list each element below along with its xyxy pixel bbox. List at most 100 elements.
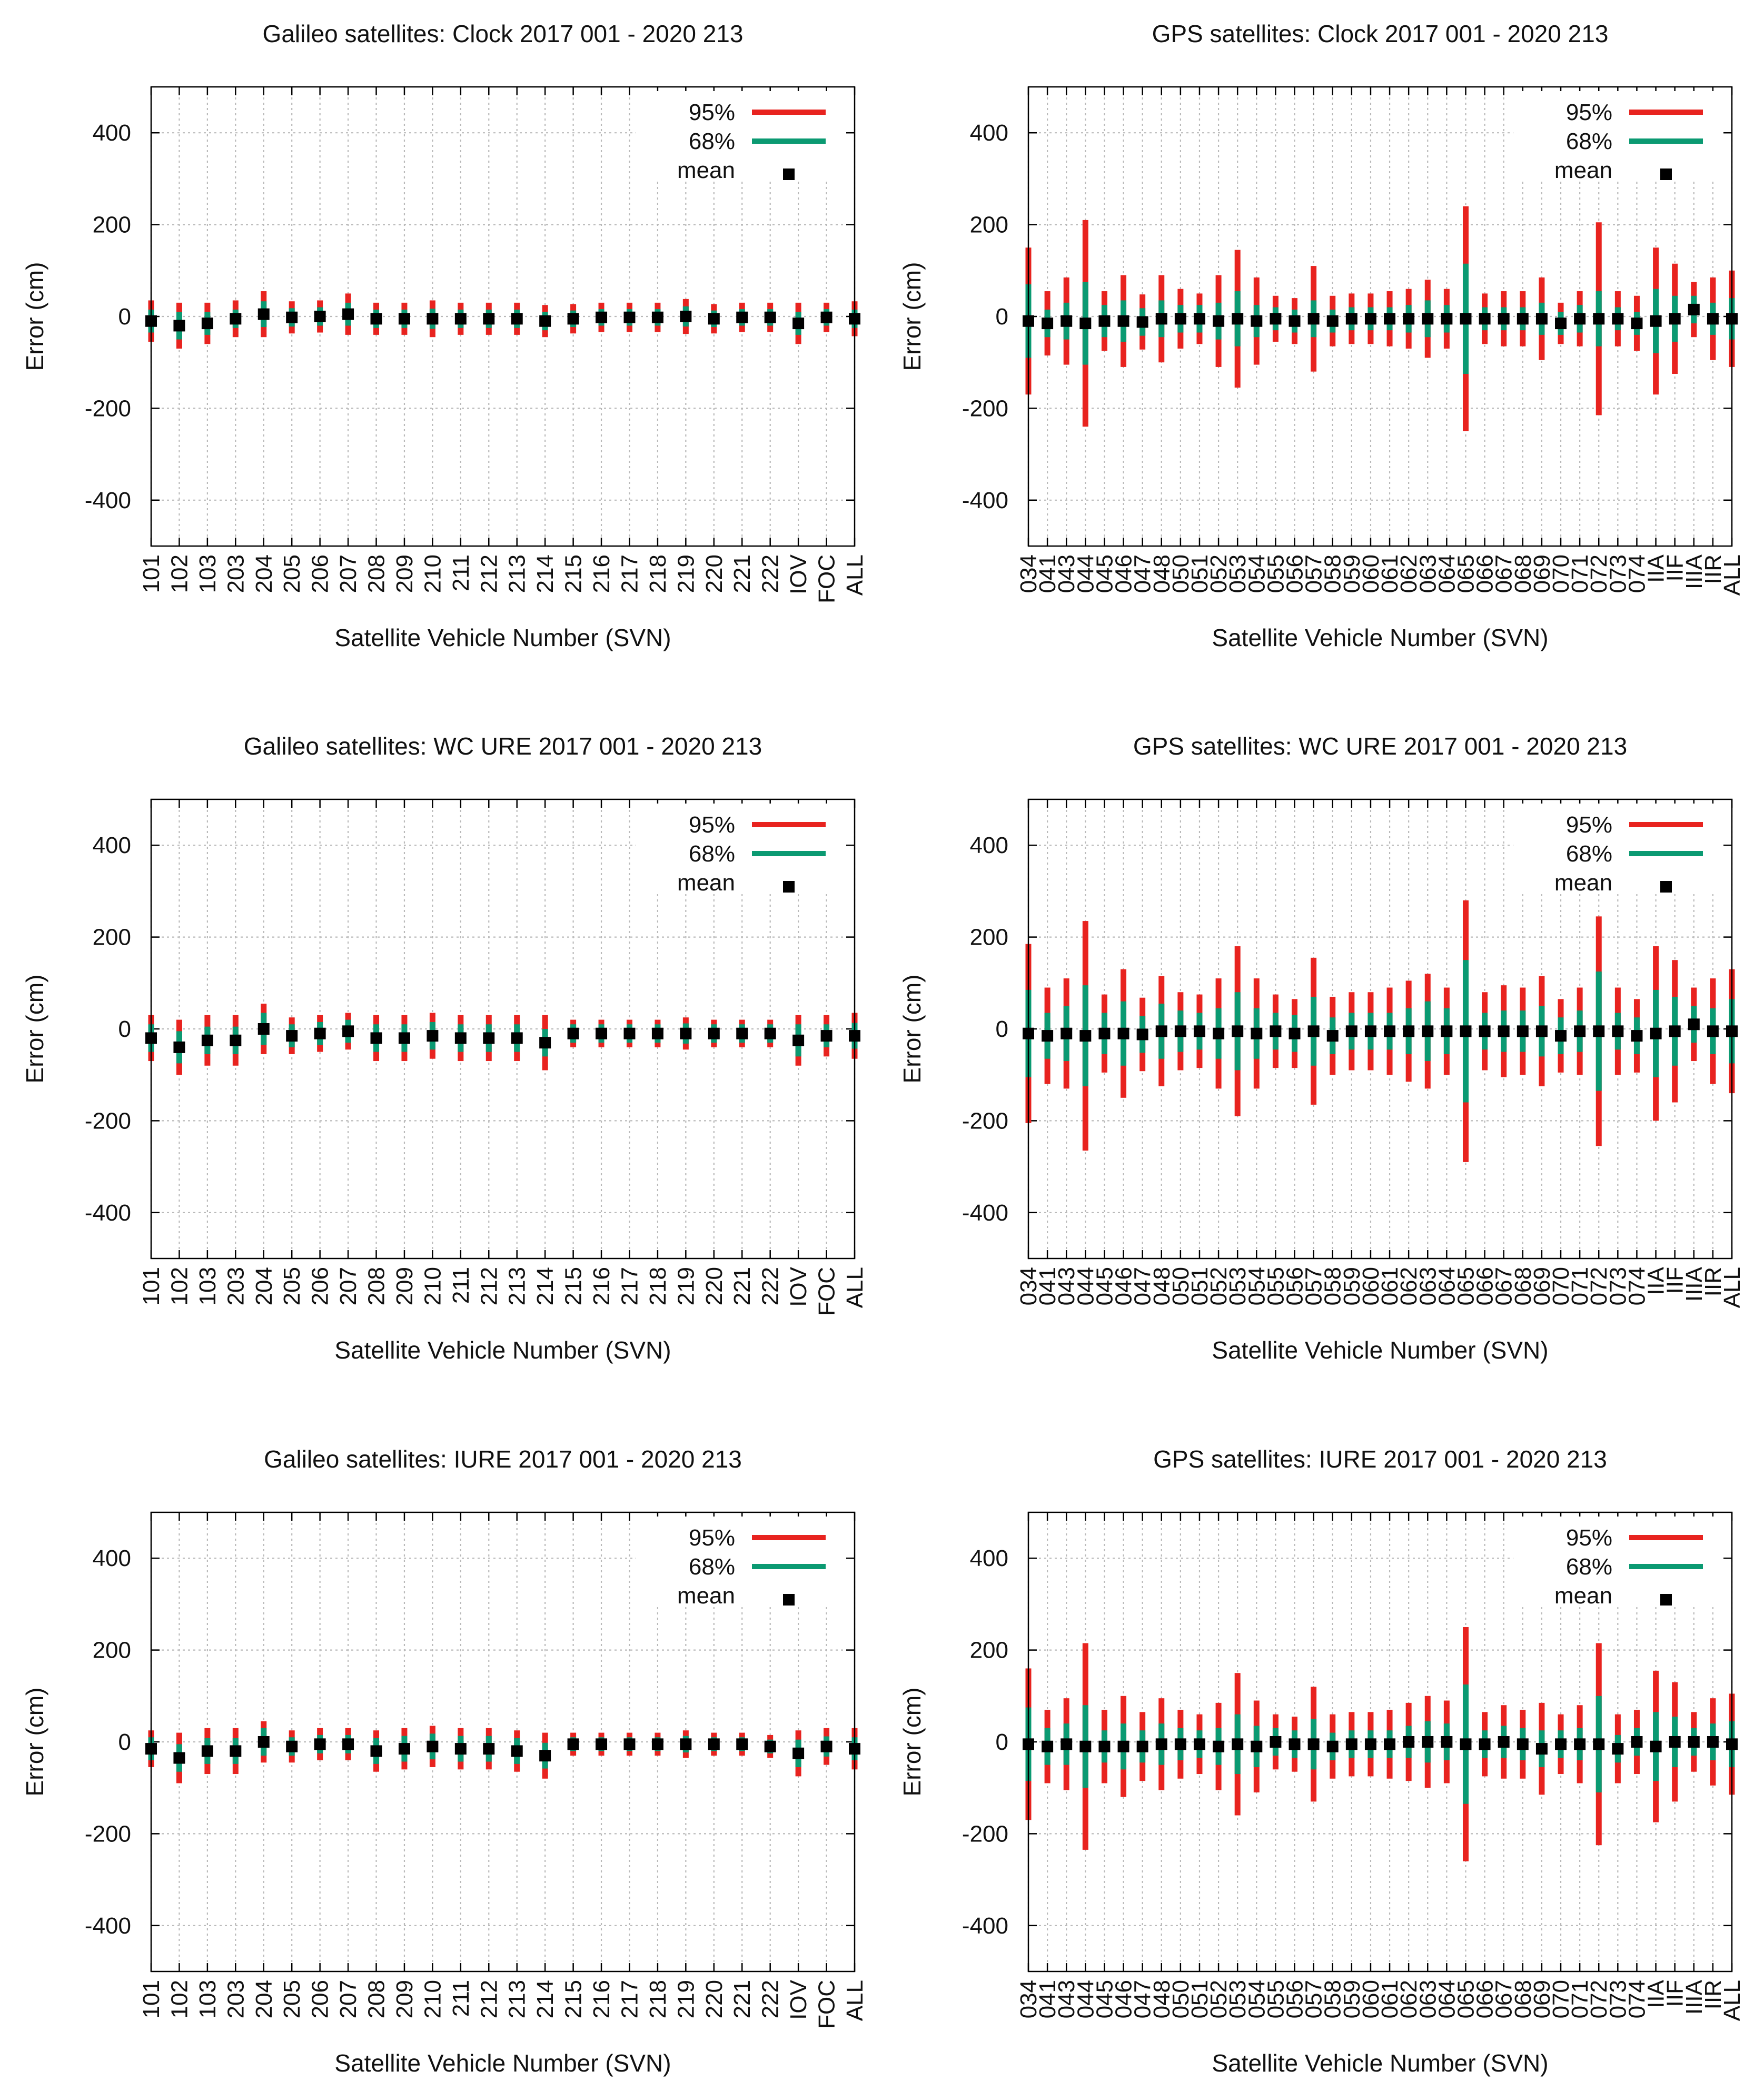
mean-marker-073 [1612, 313, 1624, 325]
mean-marker-069 [1535, 313, 1548, 325]
x-tick-label: 061 [1377, 1980, 1403, 2018]
legend-label-95pct: 95% [689, 100, 735, 125]
legend-label-68pct: 68% [689, 1554, 735, 1580]
x-tick-label: 034 [1016, 1267, 1042, 1305]
y-tick-label: -200 [962, 395, 1008, 421]
legend-label-95pct: 95% [1566, 1525, 1612, 1551]
y-tick-label: -200 [85, 1108, 131, 1134]
x-tick-label: 044 [1073, 554, 1098, 593]
x-tick-label: 219 [673, 554, 699, 593]
mean-marker-059 [1345, 313, 1357, 325]
x-tick-label: 073 [1605, 554, 1631, 593]
x-tick-label: 214 [532, 554, 558, 593]
x-tick-label: 218 [645, 554, 671, 593]
x-tick-label: 034 [1016, 554, 1042, 593]
mean-marker-054 [1251, 1027, 1263, 1039]
x-tick-label: IIF [1662, 1267, 1688, 1294]
y-tick-label: 200 [970, 925, 1008, 950]
chart-title: Galileo satellites: IURE 2017 001 - 2020… [264, 1445, 742, 1473]
mean-marker-222 [764, 1027, 776, 1039]
legend-background [636, 1517, 844, 1606]
mean-marker-IIIA [1688, 1018, 1700, 1030]
mean-marker-203 [230, 1034, 242, 1046]
x-tick-label: IIA [1643, 1979, 1669, 2008]
mean-marker-IIR [1707, 1736, 1719, 1748]
mean-marker-064 [1441, 1025, 1453, 1037]
mean-marker-215 [567, 313, 579, 325]
mean-marker-070 [1555, 1738, 1567, 1750]
mean-marker-216 [596, 1027, 608, 1039]
x-axis-label: Satellite Vehicle Number (SVN) [334, 2049, 671, 2077]
mean-marker-208 [370, 1745, 382, 1757]
x-tick-label: 052 [1206, 554, 1232, 593]
x-tick-label: IIF [1662, 1980, 1688, 2007]
legend-swatch-mean [783, 1594, 795, 1606]
mean-marker-045 [1098, 315, 1111, 327]
mean-marker-216 [596, 1738, 608, 1750]
mean-marker-057 [1307, 313, 1320, 325]
mean-marker-057 [1307, 1025, 1320, 1037]
mean-marker-047 [1136, 316, 1148, 328]
chart-title: Galileo satellites: Clock 2017 001 - 202… [263, 20, 744, 47]
plot-frame [150, 798, 856, 1260]
x-tick-label: 217 [617, 1267, 642, 1305]
chart-title: Galileo satellites: WC URE 2017 001 - 20… [244, 732, 762, 760]
legend: 95% 68% mean [1513, 804, 1721, 896]
mean-marker-063 [1422, 313, 1434, 325]
mean-marker-062 [1403, 313, 1415, 325]
x-tick-label: 055 [1263, 554, 1289, 593]
x-tick-label: 074 [1624, 1267, 1650, 1305]
legend-label-mean: mean [677, 157, 735, 183]
x-tick-label: 211 [448, 1267, 474, 1304]
mean-marker-051 [1193, 1025, 1205, 1037]
y-tick-label: 200 [93, 925, 131, 950]
mean-marker-213 [511, 313, 523, 325]
x-tick-label: 061 [1377, 1267, 1403, 1305]
mean-marker-044 [1079, 1740, 1092, 1752]
x-tick-label: 101 [138, 1980, 164, 2018]
mean-marker-210 [427, 1030, 439, 1042]
x-tick-label: 053 [1225, 1267, 1251, 1305]
x-tick-label: 051 [1187, 1980, 1213, 2018]
mean-marker-058 [1326, 1740, 1339, 1752]
x-tick-label: 074 [1624, 554, 1650, 593]
x-tick-label: 213 [504, 1267, 530, 1305]
mean-marker-218 [651, 1027, 663, 1039]
mean-marker-IIF [1669, 1025, 1681, 1037]
legend: 95% 68% mean [636, 91, 844, 183]
mean-marker-103 [201, 318, 213, 330]
mean-marker-207 [342, 1738, 354, 1750]
mean-marker-071 [1574, 313, 1586, 325]
x-tick-label: 214 [532, 1267, 558, 1305]
legend-swatch-mean [783, 881, 795, 893]
chart-panel-4: GPS satellites: WC URE 2017 001 - 2020 2… [898, 732, 1745, 1364]
mean-marker-IIIA [1688, 303, 1700, 315]
mean-marker-221 [736, 311, 748, 323]
x-tick-label: 205 [279, 554, 305, 593]
x-tick-label: IIIA [1681, 1979, 1707, 2015]
mean-marker-044 [1079, 1030, 1092, 1042]
y-tick-label: 0 [996, 1729, 1008, 1755]
mean-marker-212 [483, 313, 495, 325]
mean-marker-065 [1460, 313, 1472, 325]
x-tick-label: 072 [1586, 1980, 1612, 2018]
mean-marker-052 [1213, 315, 1225, 327]
mean-marker-048 [1155, 1025, 1167, 1037]
mean-marker-073 [1612, 1743, 1624, 1755]
x-tick-label: IIR [1700, 554, 1726, 584]
x-axis-label: Satellite Vehicle Number (SVN) [1212, 2049, 1548, 2077]
legend-swatch-mean [783, 169, 795, 180]
x-tick-label: 215 [561, 1267, 587, 1305]
y-axis-label: Error (cm) [21, 262, 48, 371]
x-tick-label: 216 [589, 554, 615, 593]
x-tick-label: 054 [1244, 1980, 1270, 2018]
mean-marker-046 [1117, 1027, 1129, 1039]
mean-marker-050 [1174, 1025, 1186, 1037]
mean-marker-205 [286, 1740, 298, 1752]
mean-marker-217 [623, 1738, 636, 1750]
x-tick-label: IIA [1643, 554, 1669, 582]
chart-title: GPS satellites: WC URE 2017 001 - 2020 2… [1133, 732, 1627, 760]
x-tick-label: IIA [1643, 1266, 1669, 1295]
mean-marker-056 [1289, 1738, 1301, 1750]
mean-marker-102 [173, 1041, 185, 1053]
